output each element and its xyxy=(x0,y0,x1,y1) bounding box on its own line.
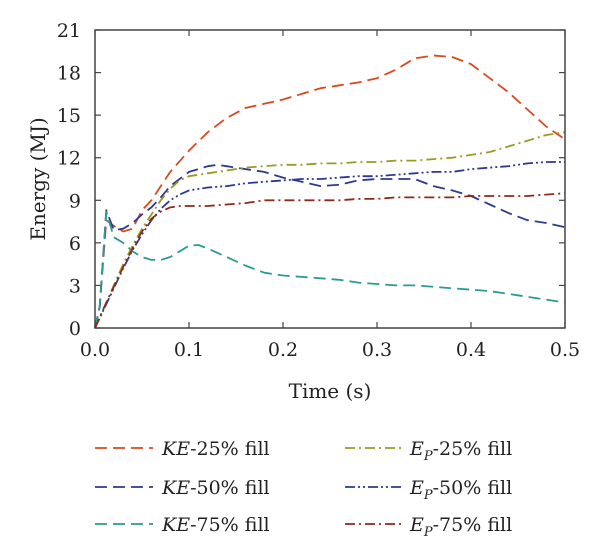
x-tick-label: 0.3 xyxy=(362,339,392,361)
legend-label: KE-25% fill xyxy=(161,438,270,460)
y-tick-label: 9 xyxy=(69,190,81,212)
legend-label: KE-75% fill xyxy=(161,514,270,536)
series-line xyxy=(94,192,566,329)
x-axis-title: Time (s) xyxy=(289,379,372,403)
legend-item: KE-75% fill xyxy=(95,514,270,536)
legend: KE-25% fill KE-50% fill KE-75% fill EP-25% … xyxy=(95,438,512,540)
y-tick-label: 0 xyxy=(69,318,81,340)
x-tick-label: 0.5 xyxy=(550,339,580,361)
legend-item: KE-25% fill xyxy=(95,438,270,460)
series-line xyxy=(94,210,566,329)
series-line xyxy=(94,161,565,329)
y-tick-label: 15 xyxy=(57,105,81,127)
y-tick-label: 18 xyxy=(57,63,81,85)
legend-label: EP-25% fill xyxy=(409,438,512,464)
legend-label: KE-50% fill xyxy=(161,477,270,499)
legend-label: EP-75% fill xyxy=(409,514,512,540)
legend-label: EP-50% fill xyxy=(409,477,512,503)
legend-item: EP-75% fill xyxy=(345,514,512,540)
x-tick-label: 0.1 xyxy=(174,339,204,361)
y-tick-label: 12 xyxy=(57,148,81,170)
y-tick-label: 3 xyxy=(69,275,81,297)
y-tick-label: 6 xyxy=(69,233,81,255)
series-lines xyxy=(94,54,566,329)
series-line xyxy=(94,131,566,329)
series-line xyxy=(94,54,566,329)
plot-frame xyxy=(94,29,566,329)
x-tick-label: 0.4 xyxy=(456,339,486,361)
legend-item: EP-25% fill xyxy=(345,438,512,464)
y-tick-label: 21 xyxy=(57,20,81,42)
legend-item: KE-50% fill xyxy=(95,477,270,499)
series-line xyxy=(94,163,566,329)
legend-item: EP-50% fill xyxy=(345,477,512,503)
y-axis-title: Energy (MJ) xyxy=(26,117,50,240)
x-tick-label: 0.0 xyxy=(80,339,110,361)
axes: 0.0 0.1 0.2 0.3 0.4 0.5 0 3 6 9 12 15 18 21 xyxy=(57,20,580,361)
x-tick-label: 0.2 xyxy=(268,339,298,361)
